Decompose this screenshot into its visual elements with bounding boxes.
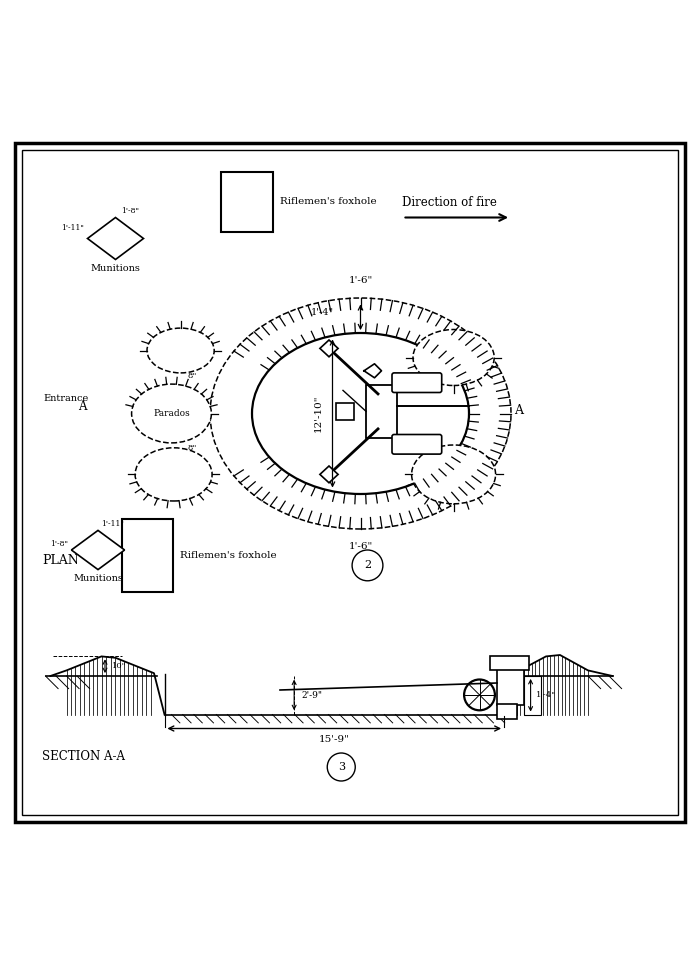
Bar [524,676,541,714]
Text: 12'-10": 12'-10" [314,395,323,432]
Text: 1'-8": 1'-8" [50,540,68,548]
Ellipse shape [412,445,496,504]
Text: 3: 3 [337,762,345,772]
Text: A: A [78,400,87,413]
Text: Direction of fire: Direction of fire [402,196,497,209]
Text: Riflemen's foxhole: Riflemen's foxhole [280,197,377,206]
Text: Parados: Parados [153,409,190,418]
Text: Munitions: Munitions [73,574,123,583]
Bar [336,403,354,420]
Text: 1'-4": 1'-4" [310,307,334,317]
Polygon shape [320,340,338,357]
Ellipse shape [413,329,494,386]
Ellipse shape [132,384,211,443]
Text: PLAN: PLAN [42,554,78,567]
Text: 8": 8" [188,444,197,452]
Ellipse shape [147,328,214,372]
Text: 15'-9": 15'-9" [318,735,350,745]
Text: 1'-11": 1'-11" [101,520,123,528]
Ellipse shape [252,333,469,494]
Polygon shape [320,466,338,483]
Bar [497,667,524,706]
Text: 1'-4": 1'-4" [536,691,557,699]
Text: 1'-8": 1'-8" [121,207,139,215]
Text: 2: 2 [364,561,371,570]
Bar [497,704,517,719]
Text: 8": 8" [188,372,197,380]
FancyBboxPatch shape [392,372,442,393]
Text: Munitions: Munitions [90,264,141,273]
Text: Riflemen's foxhole: Riflemen's foxhole [180,551,276,560]
Ellipse shape [135,447,212,501]
Polygon shape [71,530,125,569]
Bar [490,657,528,670]
Bar [122,518,173,592]
Bar [220,172,273,231]
Text: 10": 10" [112,662,127,670]
Text: 1'-6": 1'-6" [349,276,372,285]
Bar [366,385,397,438]
Text: Entrance: Entrance [43,394,89,402]
Text: 1'-6": 1'-6" [349,541,372,551]
Text: 2'-9": 2'-9" [301,691,322,700]
Polygon shape [88,218,144,259]
Text: 1'-11": 1'-11" [61,224,84,232]
Text: A: A [514,403,524,417]
Text: SECTION A-A: SECTION A-A [42,750,125,762]
FancyBboxPatch shape [392,435,442,454]
